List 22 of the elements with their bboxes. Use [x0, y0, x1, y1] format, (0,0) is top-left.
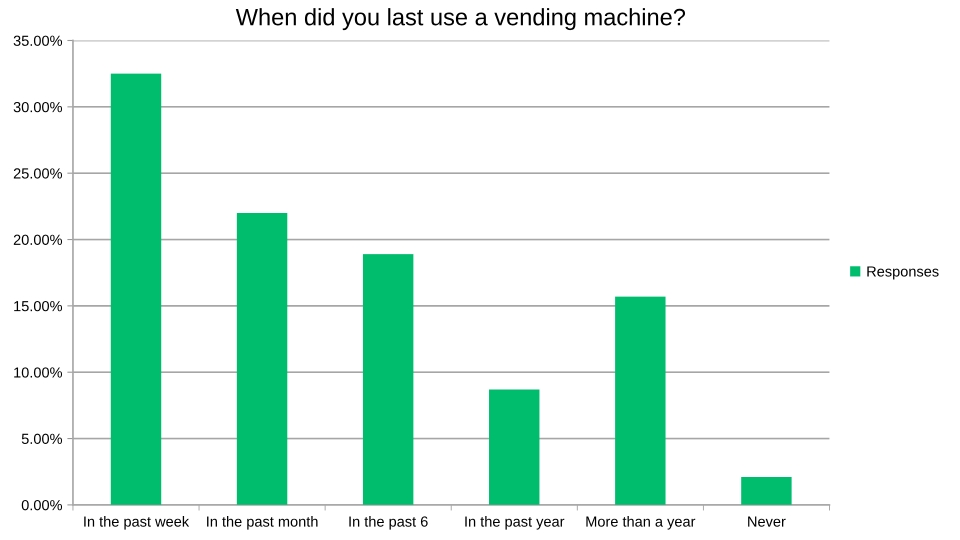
bar	[741, 477, 792, 505]
y-tick-label: 30.00%	[14, 102, 62, 112]
y-tick-label: 35.00%	[14, 36, 62, 46]
bar	[489, 389, 540, 505]
y-tick-label: 0.00%	[22, 500, 62, 510]
chart-title: When did you last use a vending machine?	[236, 8, 686, 30]
x-tick-label: In the past year	[465, 516, 564, 530]
x-tick-label: In the past month	[207, 516, 318, 530]
y-tick-label: 20.00%	[14, 234, 62, 245]
legend-label: Responses	[867, 266, 939, 280]
bar	[236, 212, 288, 505]
x-tick-label: More than a year	[586, 516, 696, 530]
y-tick-label: 5.00%	[22, 434, 62, 444]
bar	[110, 74, 162, 505]
bar	[362, 254, 414, 505]
x-tick-label: In the past week	[84, 516, 190, 530]
y-tick-label: 15.00%	[14, 300, 62, 312]
x-tick-label: In the past 6	[349, 516, 428, 530]
y-tick-label: 10.00%	[14, 367, 62, 378]
bar	[615, 296, 666, 505]
x-tick-label: Never	[748, 516, 786, 527]
y-tick-label: 25.00%	[14, 168, 62, 179]
